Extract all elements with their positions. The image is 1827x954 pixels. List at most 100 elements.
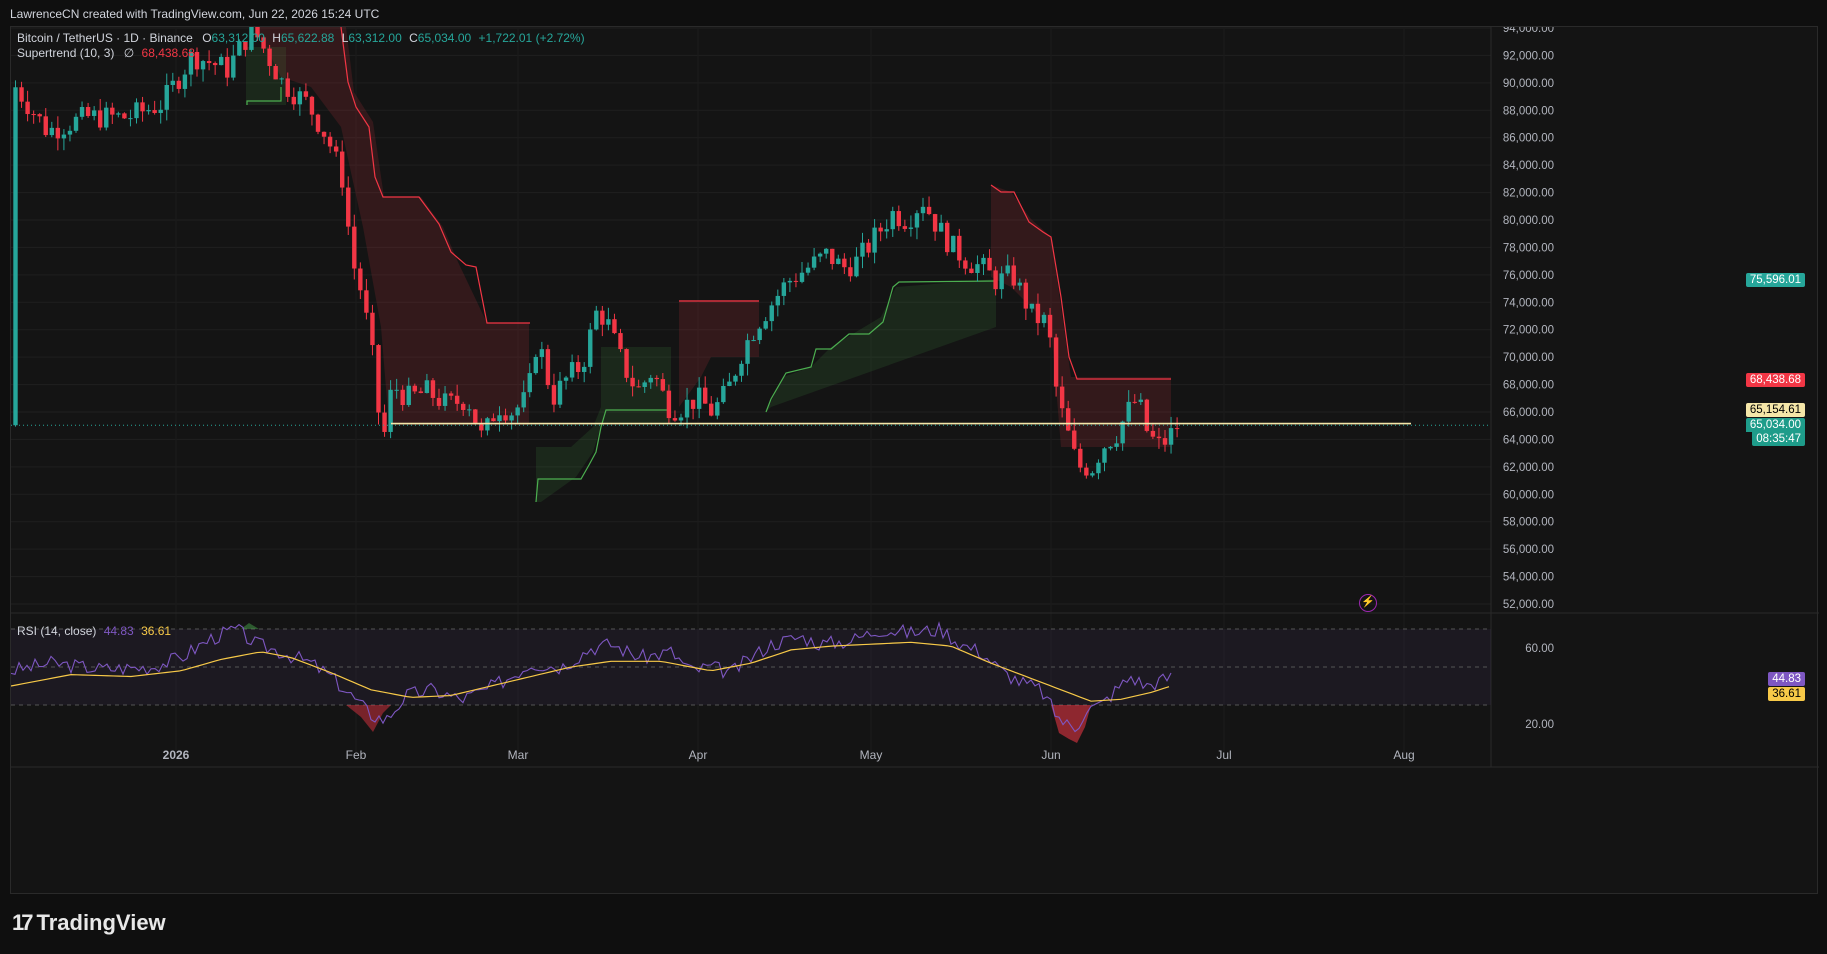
candle-body bbox=[194, 51, 200, 70]
candle-body bbox=[479, 423, 484, 431]
candle-body bbox=[1023, 282, 1029, 309]
candle-body bbox=[739, 363, 744, 376]
candle-body bbox=[666, 390, 672, 419]
candle-body bbox=[1017, 282, 1022, 286]
symbol-name: Bitcoin / TetherUS · 1D · Binance bbox=[17, 31, 193, 45]
candle-body bbox=[630, 377, 635, 387]
candle-body bbox=[563, 377, 569, 381]
supertrend-up-line-0 bbox=[246, 87, 282, 105]
supertrend-up-line-3 bbox=[765, 280, 997, 413]
alert-lightning-icon[interactable]: ⚡ bbox=[1359, 594, 1377, 612]
candle-body bbox=[926, 206, 932, 215]
candle-body bbox=[25, 101, 30, 115]
candle-body bbox=[461, 403, 466, 410]
candle-body bbox=[200, 61, 206, 70]
candle-body bbox=[436, 397, 442, 406]
candle-body bbox=[352, 226, 357, 269]
candle-body bbox=[340, 151, 345, 188]
candle-body bbox=[709, 403, 714, 416]
price-axis-label: 94,000.00 bbox=[1503, 27, 1554, 35]
candle-body bbox=[1035, 303, 1041, 324]
ohlc-high: H65,622.88 bbox=[272, 31, 335, 45]
candle-body bbox=[116, 113, 121, 115]
candle-body bbox=[654, 377, 659, 380]
candle-body bbox=[951, 235, 956, 253]
time-axis-label-apr: Apr bbox=[689, 748, 708, 762]
price-axis-label: 60,000.00 bbox=[1503, 489, 1554, 501]
candle-body bbox=[896, 211, 901, 227]
candle-body bbox=[769, 305, 774, 322]
time-axis-label-feb: Feb bbox=[346, 748, 367, 762]
candle-body bbox=[1084, 467, 1089, 476]
candle-body bbox=[775, 295, 780, 306]
rsi-legend[interactable]: RSI (14, close) 44.83 36.61 bbox=[17, 624, 171, 638]
time-axis-label-mar: Mar bbox=[508, 748, 529, 762]
candle-body bbox=[237, 41, 242, 56]
candle-body bbox=[503, 415, 508, 421]
candle-body bbox=[491, 418, 496, 422]
price-axis-label: 82,000.00 bbox=[1503, 188, 1554, 200]
candle-body bbox=[527, 373, 532, 393]
candle-body bbox=[830, 248, 835, 265]
candle-body bbox=[672, 418, 678, 421]
ohlc-open: O63,312.00 bbox=[202, 31, 265, 45]
candle-body bbox=[696, 387, 702, 409]
candle-body bbox=[993, 270, 998, 290]
candle-body bbox=[79, 107, 85, 117]
candle-body bbox=[721, 385, 726, 403]
rsi-oversold-fill-2 bbox=[346, 705, 391, 732]
candle-body bbox=[497, 415, 502, 422]
supertrend-label: Supertrend (10, 3) bbox=[17, 46, 115, 60]
candle-body bbox=[872, 227, 877, 253]
candle-body bbox=[364, 290, 369, 313]
candle-body bbox=[600, 310, 605, 325]
candle-body bbox=[715, 402, 720, 416]
candle-body bbox=[1041, 314, 1047, 324]
candle-body bbox=[1168, 428, 1174, 445]
supertrend-legend[interactable]: Supertrend (10, 3) ∅ 68,438.68 bbox=[17, 46, 195, 60]
candle-body bbox=[545, 349, 551, 386]
supertrend-red-zone-2 bbox=[679, 300, 759, 407]
symbol-legend[interactable]: Bitcoin / TetherUS · 1D · Binance O63,31… bbox=[17, 31, 585, 45]
chart-pane[interactable]: 94,000.00 92,000.00 90,000.00 88,000.00 86,0… bbox=[10, 26, 1819, 895]
candle-body bbox=[606, 319, 611, 325]
candle-body bbox=[1011, 265, 1016, 286]
supertrend-red-zone-4 bbox=[991, 185, 1171, 447]
price-axis-label: 72,000.00 bbox=[1503, 325, 1554, 337]
candle-body bbox=[406, 385, 411, 406]
candle-body bbox=[13, 87, 18, 426]
ohlc-change: +1,722.01 (+2.72%) bbox=[478, 31, 585, 45]
tradingview-logo[interactable]: 17 TradingView bbox=[12, 910, 166, 936]
price-axis-label: 84,000.00 bbox=[1503, 160, 1554, 172]
candle-body bbox=[424, 380, 430, 394]
candle-body bbox=[969, 268, 974, 274]
candle-body bbox=[315, 114, 321, 132]
candle-body bbox=[945, 222, 950, 253]
price-axis-label: 52,000.00 bbox=[1503, 599, 1554, 611]
candle-body bbox=[703, 387, 708, 404]
candle-body bbox=[104, 107, 109, 128]
candle-body bbox=[569, 362, 575, 378]
supertrend-green-zone-1 bbox=[536, 347, 671, 502]
candle-body bbox=[164, 84, 169, 110]
candle-body bbox=[539, 349, 545, 357]
supertrend-green-zone-3 bbox=[766, 279, 996, 412]
chart-canvas[interactable]: 94,000.00 92,000.00 90,000.00 88,000.00 86,0… bbox=[11, 27, 1819, 895]
candle-body bbox=[733, 375, 738, 382]
candle-body bbox=[122, 113, 127, 119]
candle-body bbox=[1150, 430, 1156, 437]
candle-body bbox=[1072, 430, 1077, 449]
candle-body bbox=[987, 257, 992, 271]
candle-body bbox=[908, 227, 914, 229]
candle-body bbox=[19, 87, 24, 102]
candle-body bbox=[914, 213, 920, 228]
candle-body bbox=[920, 206, 926, 214]
price-axis-label: 88,000.00 bbox=[1503, 105, 1554, 117]
price-axis-label: 78,000.00 bbox=[1503, 242, 1554, 254]
candle-body bbox=[176, 80, 182, 89]
ohlc-low: L63,312.00 bbox=[341, 31, 402, 45]
candle-body bbox=[1120, 421, 1125, 444]
candle-body bbox=[1138, 399, 1143, 402]
candle-body bbox=[376, 345, 381, 413]
candle-body bbox=[981, 257, 986, 265]
